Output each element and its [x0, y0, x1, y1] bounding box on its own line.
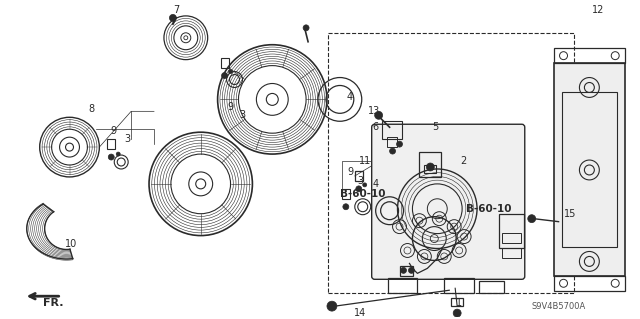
Circle shape — [108, 154, 115, 160]
Bar — [424, 165, 436, 173]
Circle shape — [356, 186, 362, 192]
Bar — [388, 278, 417, 293]
Circle shape — [528, 215, 536, 223]
Circle shape — [170, 14, 177, 21]
Bar — [419, 152, 441, 177]
Bar — [387, 137, 397, 147]
Circle shape — [453, 309, 461, 317]
Text: 9: 9 — [227, 102, 234, 112]
Text: 3: 3 — [239, 110, 246, 120]
Bar — [554, 48, 625, 63]
Bar — [328, 33, 575, 293]
Bar — [355, 171, 363, 181]
Circle shape — [390, 148, 396, 154]
Circle shape — [426, 163, 435, 171]
Circle shape — [116, 152, 120, 156]
Bar — [399, 266, 413, 276]
Text: 15: 15 — [564, 209, 577, 219]
Text: 9: 9 — [348, 167, 354, 177]
Bar — [342, 189, 350, 199]
Text: 6: 6 — [372, 122, 379, 132]
Circle shape — [374, 111, 383, 119]
Circle shape — [327, 301, 337, 311]
Bar — [561, 93, 617, 247]
Circle shape — [228, 70, 232, 74]
Text: 4: 4 — [372, 179, 379, 189]
Bar — [381, 121, 401, 139]
Text: 3: 3 — [358, 176, 364, 186]
Bar — [554, 276, 625, 291]
Circle shape — [343, 204, 349, 210]
Text: B-60-10: B-60-10 — [340, 189, 385, 199]
Text: 1: 1 — [456, 298, 462, 308]
Text: 11: 11 — [358, 156, 371, 166]
Bar — [451, 298, 463, 306]
Text: 12: 12 — [592, 5, 605, 15]
Text: 2: 2 — [460, 156, 467, 166]
Text: 13: 13 — [367, 106, 380, 116]
Circle shape — [221, 72, 228, 78]
FancyBboxPatch shape — [372, 124, 525, 279]
Circle shape — [363, 183, 367, 187]
Bar — [108, 139, 115, 149]
Text: FR.: FR. — [44, 298, 64, 308]
Text: 9: 9 — [110, 126, 116, 136]
Text: 14: 14 — [354, 308, 366, 318]
Text: B-60-10: B-60-10 — [466, 204, 512, 214]
Bar — [499, 214, 524, 249]
Text: 3: 3 — [124, 134, 130, 144]
Circle shape — [401, 267, 406, 273]
Text: 5: 5 — [432, 122, 438, 132]
Bar — [502, 233, 521, 242]
Text: 4: 4 — [347, 93, 353, 102]
Bar — [554, 63, 625, 276]
Circle shape — [408, 267, 415, 273]
Text: S9V4B5700A: S9V4B5700A — [531, 302, 586, 311]
Circle shape — [397, 141, 403, 147]
Bar — [221, 58, 228, 68]
Bar — [479, 281, 504, 293]
Bar — [444, 278, 474, 293]
Text: 10: 10 — [65, 239, 77, 249]
Text: 8: 8 — [88, 104, 95, 114]
Text: 7: 7 — [173, 5, 179, 15]
Circle shape — [303, 25, 309, 31]
Bar — [502, 249, 521, 258]
